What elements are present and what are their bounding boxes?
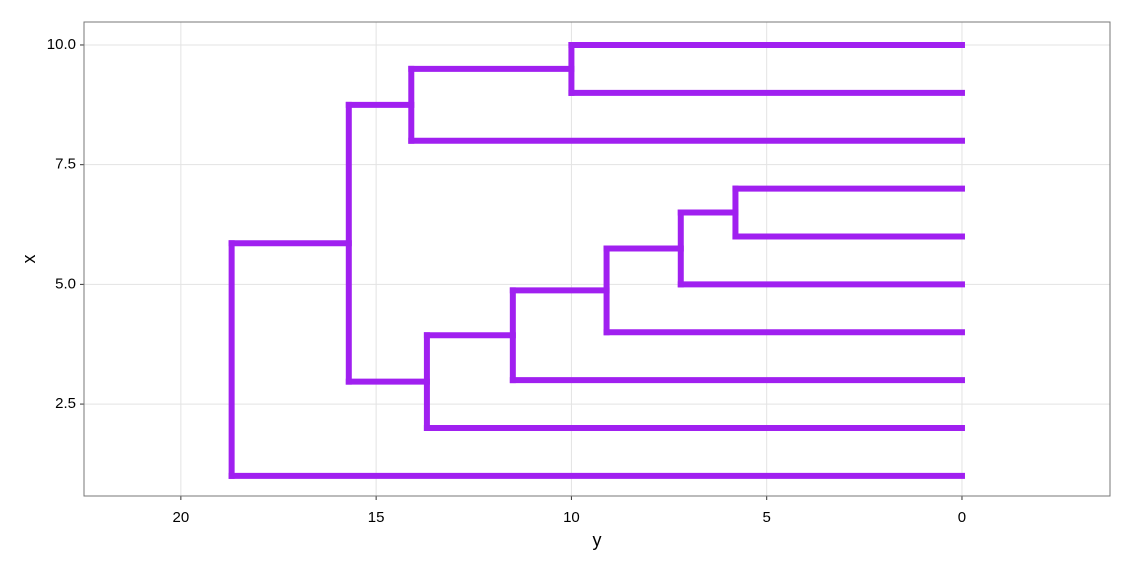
- x-axis-title: y: [593, 530, 602, 550]
- y-tick-label: 2.5: [55, 395, 76, 412]
- x-tick-label: 20: [173, 509, 190, 526]
- y-tick-label: 10.0: [47, 36, 76, 53]
- y-axis-title: x: [19, 255, 39, 264]
- y-tick-label: 7.5: [55, 156, 76, 173]
- x-tick-label: 0: [958, 509, 966, 526]
- panel-border: [83, 21, 1111, 497]
- x-tick-label: 10: [563, 509, 580, 526]
- x-tick-label: 15: [368, 509, 385, 526]
- y-tick-label: 5.0: [55, 275, 76, 292]
- x-tick-label: 5: [763, 509, 771, 526]
